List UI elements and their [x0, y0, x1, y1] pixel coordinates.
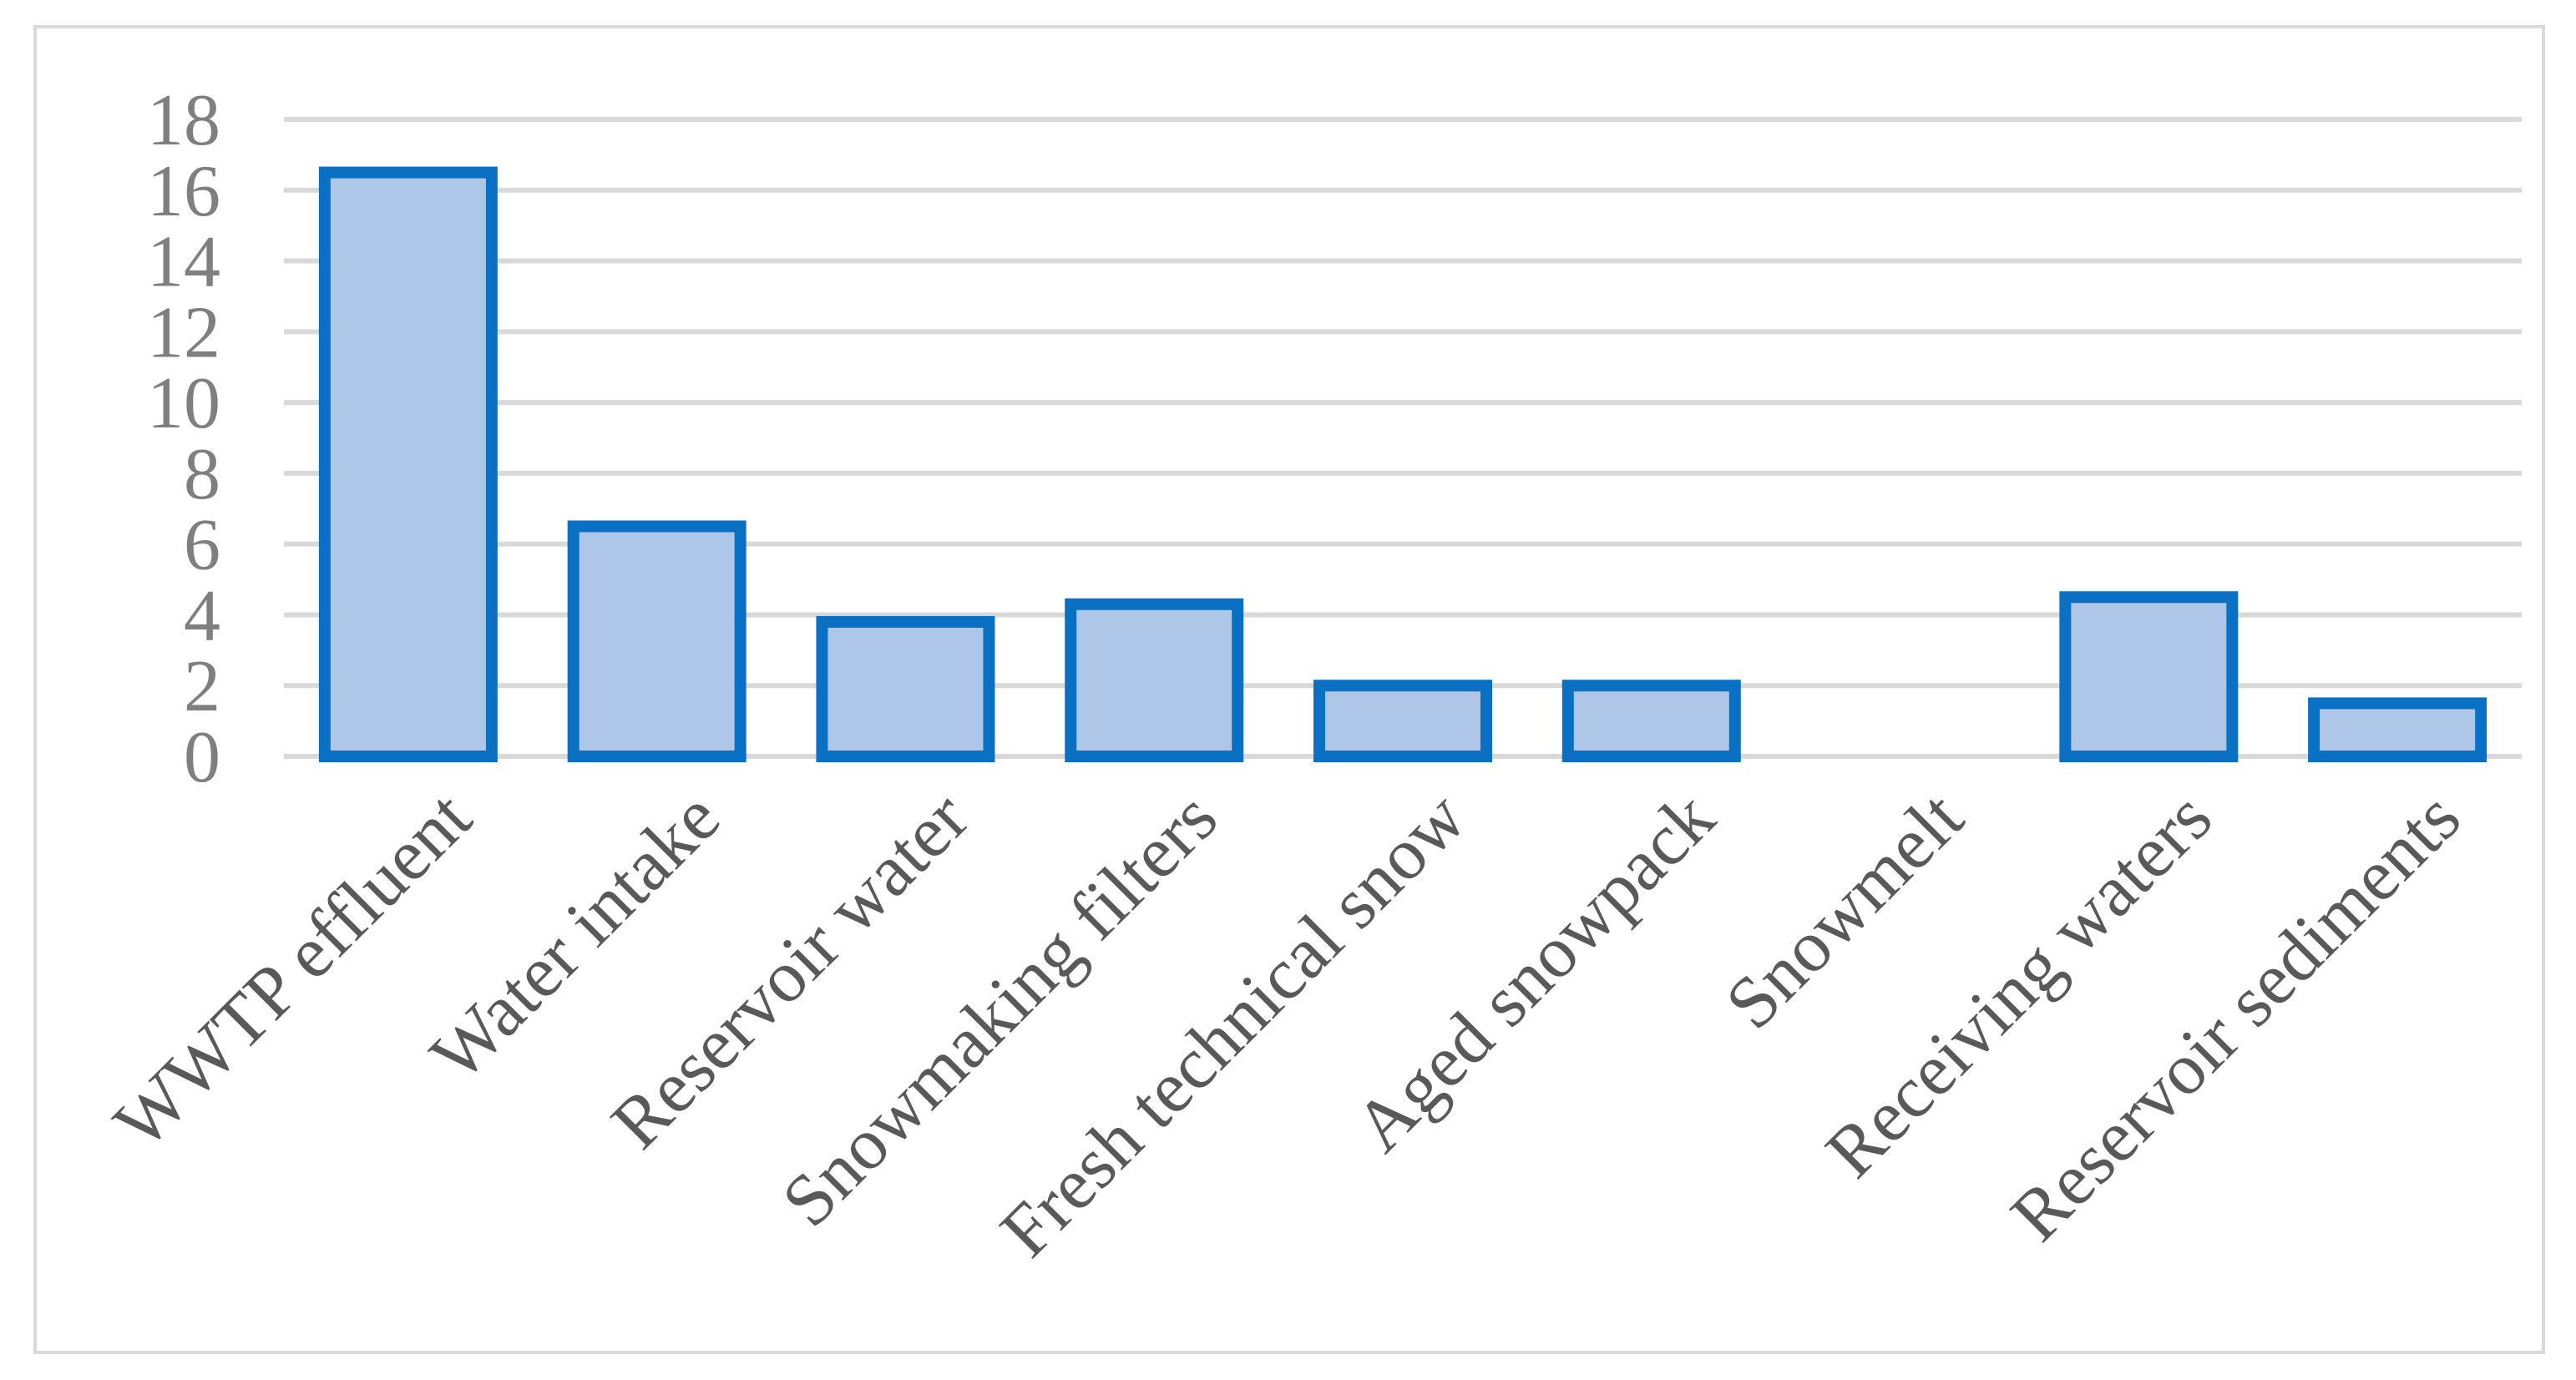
bar [816, 615, 995, 763]
y-tick-label: 2 [184, 646, 220, 727]
bar [1065, 598, 1244, 762]
y-tick-label: 0 [184, 717, 220, 798]
x-tick-label: Fresh technical snow [985, 776, 1481, 1272]
x-tick-label: Snowmelt [1711, 777, 1979, 1045]
bar [2059, 591, 2239, 762]
x-tick-label: Snowmaking filters [767, 777, 1233, 1243]
x-tick-label: Reservoir sediments [1996, 777, 2476, 1257]
x-tick-label: WWTP effluent [99, 777, 487, 1165]
bars [318, 166, 2487, 763]
y-tick-label: 6 [184, 505, 220, 586]
bar [567, 520, 746, 762]
bar [318, 166, 498, 763]
bar [1313, 680, 1492, 763]
y-tick-label: 8 [184, 434, 220, 515]
y-tick-label: 18 [147, 80, 220, 161]
y-tick-label: 4 [184, 575, 220, 656]
y-tick-label: 16 [147, 151, 220, 232]
y-tick-label: 14 [147, 222, 220, 303]
bar [2308, 697, 2487, 763]
y-tick-label: 10 [147, 363, 220, 444]
bar [1561, 680, 1741, 763]
y-tick-label: 12 [147, 292, 220, 373]
